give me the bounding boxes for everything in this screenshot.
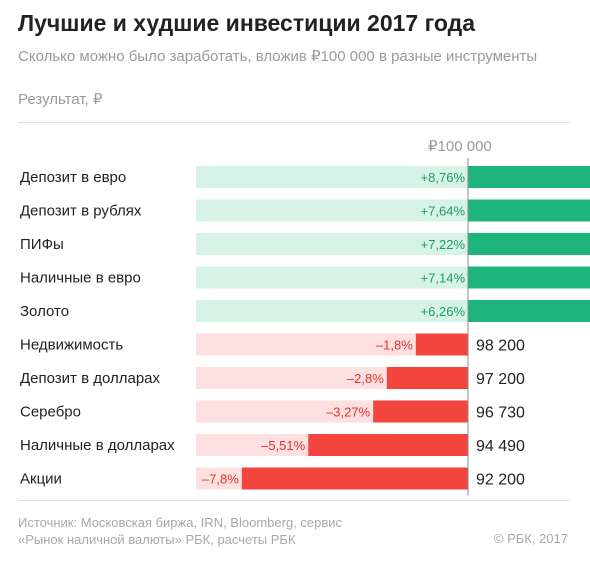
bar-background xyxy=(196,367,387,389)
category-label: Серебро xyxy=(20,404,81,421)
bar-background xyxy=(196,300,468,322)
value-label: 94 490 xyxy=(476,438,525,455)
category-label: Депозит в рублях xyxy=(20,203,142,220)
category-label: Акции xyxy=(20,471,62,488)
bar-background xyxy=(196,400,374,423)
bar xyxy=(308,434,468,456)
percent-label: +7,14% xyxy=(421,271,466,286)
bar-background xyxy=(196,434,309,456)
percent-label: +6,26% xyxy=(421,304,466,319)
value-label: 97 200 xyxy=(476,371,525,388)
category-label: Наличные в евро xyxy=(20,270,141,287)
percent-label: +7,64% xyxy=(421,204,466,219)
category-label: ПИФы xyxy=(20,236,64,253)
top-divider xyxy=(18,122,570,123)
bar xyxy=(468,199,590,222)
percent-label: –3,27% xyxy=(326,405,371,420)
bar xyxy=(386,367,468,389)
bar-background xyxy=(196,266,468,289)
bar xyxy=(241,467,468,490)
category-label: Недвижимость xyxy=(20,337,123,354)
category-label: Депозит в евро xyxy=(20,169,126,186)
bar-background xyxy=(196,333,416,356)
bar xyxy=(468,233,590,255)
percent-label: –5,51% xyxy=(261,438,306,453)
percent-label: –1,8% xyxy=(376,338,413,353)
category-label: Наличные в долларах xyxy=(20,437,175,454)
bar xyxy=(373,400,468,423)
value-label: 98 200 xyxy=(476,338,525,355)
category-label: Золото xyxy=(20,303,69,320)
chart-title: Лучшие и худшие инвестиции 2017 года xyxy=(18,10,476,36)
unit-label: Результат, ₽ xyxy=(18,91,103,108)
category-label: Депозит в долларах xyxy=(20,370,161,387)
bar-background xyxy=(196,166,468,188)
value-label: 96 730 xyxy=(476,405,525,422)
bar-background xyxy=(196,199,468,222)
value-label: 92 200 xyxy=(476,472,525,489)
percent-label: +7,22% xyxy=(421,237,466,252)
chart-subtitle: Сколько можно было заработать, вложив ₽1… xyxy=(18,48,538,65)
bottom-divider xyxy=(18,500,570,501)
percent-label: –2,8% xyxy=(347,371,384,386)
percent-label: +8,76% xyxy=(421,170,466,185)
copyright: © РБК, 2017 xyxy=(493,531,568,546)
baseline-label: ₽100 000 xyxy=(428,138,492,155)
source-note: Источник: Московская биржа, IRN, Bloombe… xyxy=(18,514,342,548)
source-line-1: Источник: Московская биржа, IRN, Bloombe… xyxy=(18,515,343,530)
bar-background xyxy=(196,467,242,490)
bar xyxy=(468,266,590,289)
bar-background xyxy=(196,233,468,255)
bar xyxy=(415,333,468,356)
bar xyxy=(468,166,590,188)
bar xyxy=(468,300,590,322)
percent-label: –7,8% xyxy=(202,472,239,487)
source-line-2: «Рынок наличной валюты» РБК, расчеты РБК xyxy=(18,532,296,547)
